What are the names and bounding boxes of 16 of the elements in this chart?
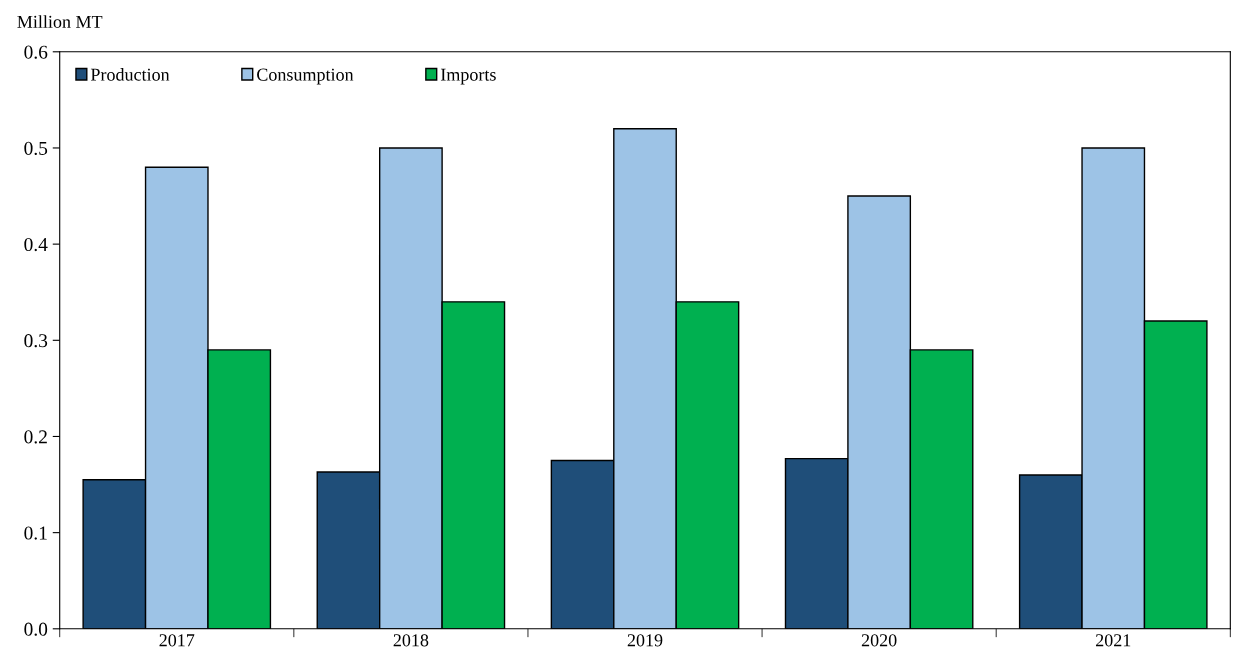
y-tick-label: 0.6 (24, 45, 48, 59)
x-tick-label: 2021 (1095, 634, 1131, 647)
y-tick-label: 0.2 (24, 430, 47, 444)
x-tick-label: 2018 (393, 634, 429, 647)
y-tick-label: 0.0 (24, 622, 48, 636)
y-tick-label: 0.1 (24, 526, 47, 540)
legend-label: Consumption (257, 68, 354, 85)
x-tick-label: 2017 (159, 634, 195, 647)
legend-label: Production (90, 68, 170, 81)
x-tick-label: 2019 (627, 634, 663, 647)
x-tick-label: 2020 (861, 634, 897, 647)
y-axis-title: Million MT (17, 15, 103, 28)
y-tick-label: 0.4 (24, 237, 48, 252)
legend-label: Imports (440, 68, 496, 85)
y-tick-label: 0.3 (24, 334, 48, 348)
y-tick-label: 0.5 (24, 141, 48, 155)
